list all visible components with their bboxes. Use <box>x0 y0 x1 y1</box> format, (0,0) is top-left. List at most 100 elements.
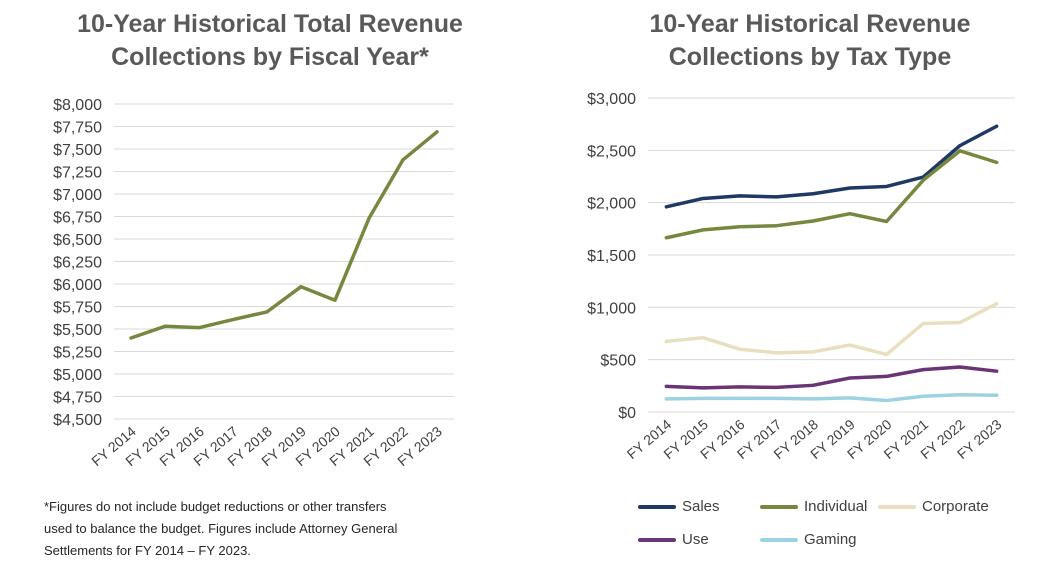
right-data-point <box>885 352 889 356</box>
left-y-tick-label: $6,500 <box>53 232 102 249</box>
legend-item-use: Use <box>638 531 709 548</box>
left-y-tick-label: $7,000 <box>53 187 102 204</box>
left-data-point <box>265 310 269 314</box>
legend-swatch-sales <box>638 504 676 509</box>
right-data-point <box>664 205 668 209</box>
legend-item-individual: Individual <box>760 498 867 515</box>
right-data-point <box>921 322 925 326</box>
right-y-tick-label: $1,500 <box>587 248 636 265</box>
legend-swatch-use <box>638 537 676 542</box>
right-data-point <box>995 160 999 164</box>
right-data-point <box>885 184 889 188</box>
right-data-point <box>738 385 742 389</box>
right-data-point <box>885 220 889 224</box>
right-data-point <box>701 228 705 232</box>
left-y-tick-label: $5,750 <box>53 300 102 317</box>
total-revenue-chart: $4,500 $4,750 $5,000 $5,250 $5,500 $5,750 $6,0… <box>53 97 454 469</box>
right-data-point <box>958 149 962 153</box>
right-data-point <box>664 339 668 343</box>
right-data-point <box>774 351 778 355</box>
right-data-point <box>774 385 778 389</box>
right-data-point <box>811 397 815 401</box>
left-data-point <box>367 216 371 220</box>
right-series-line-individual <box>664 149 999 240</box>
legend-item-corporate: Corporate <box>878 498 989 515</box>
legend-swatch-corporate <box>878 504 916 509</box>
right-data-point <box>701 396 705 400</box>
left-data-point <box>129 336 133 340</box>
right-series-line-use <box>664 365 999 390</box>
right-data-point <box>995 393 999 397</box>
footnote-line-2: used to balance the budget. Figures incl… <box>44 521 398 536</box>
right-data-point <box>958 365 962 369</box>
right-y-tick-label: $3,000 <box>587 91 636 108</box>
right-data-point <box>738 347 742 351</box>
right-data-point <box>958 144 962 148</box>
right-title-line-2: Collections by Tax Type <box>668 43 952 71</box>
left-y-tick-label: $7,500 <box>53 142 102 159</box>
left-y-tick-label: $6,750 <box>53 210 102 227</box>
right-data-point <box>811 219 815 223</box>
right-data-point <box>995 302 999 306</box>
right-data-point <box>774 396 778 400</box>
legend-item-gaming: Gaming <box>760 531 857 548</box>
legend-label-corporate: Corporate <box>922 498 989 515</box>
left-y-tick-label: $6,000 <box>53 277 102 294</box>
left-y-tick-label: $5,500 <box>53 322 102 339</box>
left-data-point <box>435 130 439 134</box>
right-data-point <box>848 396 852 400</box>
right-data-point <box>811 192 815 196</box>
left-data-point <box>163 324 167 328</box>
left-y-tick-label: $5,250 <box>53 345 102 362</box>
footnote: *Figures do not include budget reduction… <box>44 496 474 562</box>
footnote-line-3: Settlements for FY 2014 – FY 2023. <box>44 543 251 558</box>
legend-item-sales: Sales <box>638 498 720 515</box>
left-chart-title: 10-Year Historical Total Revenue Collect… <box>30 8 510 74</box>
left-title-line-1: 10-Year Historical Total Revenue <box>77 10 463 38</box>
footnote-line-1: *Figures do not include budget reduction… <box>44 499 387 514</box>
right-data-point <box>848 343 852 347</box>
left-y-tick-label: $5,000 <box>53 367 102 384</box>
right-y-tick-label: $500 <box>600 353 636 370</box>
legend-label-individual: Individual <box>804 498 868 515</box>
right-data-point <box>701 196 705 200</box>
legend-swatch-gaming <box>760 537 798 542</box>
left-data-point <box>299 285 303 289</box>
right-data-point <box>885 374 889 378</box>
left-data-point <box>401 158 405 162</box>
left-series-line-total-revenue <box>129 130 439 340</box>
right-data-point <box>848 376 852 380</box>
right-data-point <box>811 350 815 354</box>
right-data-point <box>774 195 778 199</box>
left-y-tick-label: $6,250 <box>53 255 102 272</box>
legend-label-gaming: Gaming <box>804 531 857 548</box>
right-data-point <box>664 236 668 240</box>
right-series-line-corporate <box>664 301 999 357</box>
left-y-tick-label: $7,750 <box>53 120 102 137</box>
right-data-point <box>921 368 925 372</box>
right-data-point <box>848 212 852 216</box>
right-series-line-gaming <box>664 392 999 403</box>
legend-label-sales: Sales <box>682 498 720 515</box>
right-data-point <box>885 398 889 402</box>
left-title-line-2: Collections by Fiscal Year* <box>111 43 429 71</box>
legend-swatch-individual <box>760 504 798 509</box>
left-y-tick-label: $8,000 <box>53 97 102 114</box>
right-data-point <box>738 194 742 198</box>
right-data-point <box>774 224 778 228</box>
right-data-point <box>701 336 705 340</box>
right-y-tick-label: $0 <box>618 405 636 422</box>
right-data-point <box>738 396 742 400</box>
left-y-tick-label: $4,500 <box>53 412 102 429</box>
right-data-point <box>921 394 925 398</box>
right-chart-title: 10-Year Historical Revenue Collections b… <box>560 8 1056 74</box>
left-y-tick-label: $7,250 <box>53 165 102 182</box>
right-data-point <box>995 124 999 128</box>
right-data-point <box>664 384 668 388</box>
left-data-point <box>197 326 201 330</box>
right-data-point <box>738 225 742 229</box>
right-y-tick-label: $2,000 <box>587 196 636 213</box>
left-data-point <box>333 298 337 302</box>
right-title-line-1: 10-Year Historical Revenue <box>649 10 971 38</box>
